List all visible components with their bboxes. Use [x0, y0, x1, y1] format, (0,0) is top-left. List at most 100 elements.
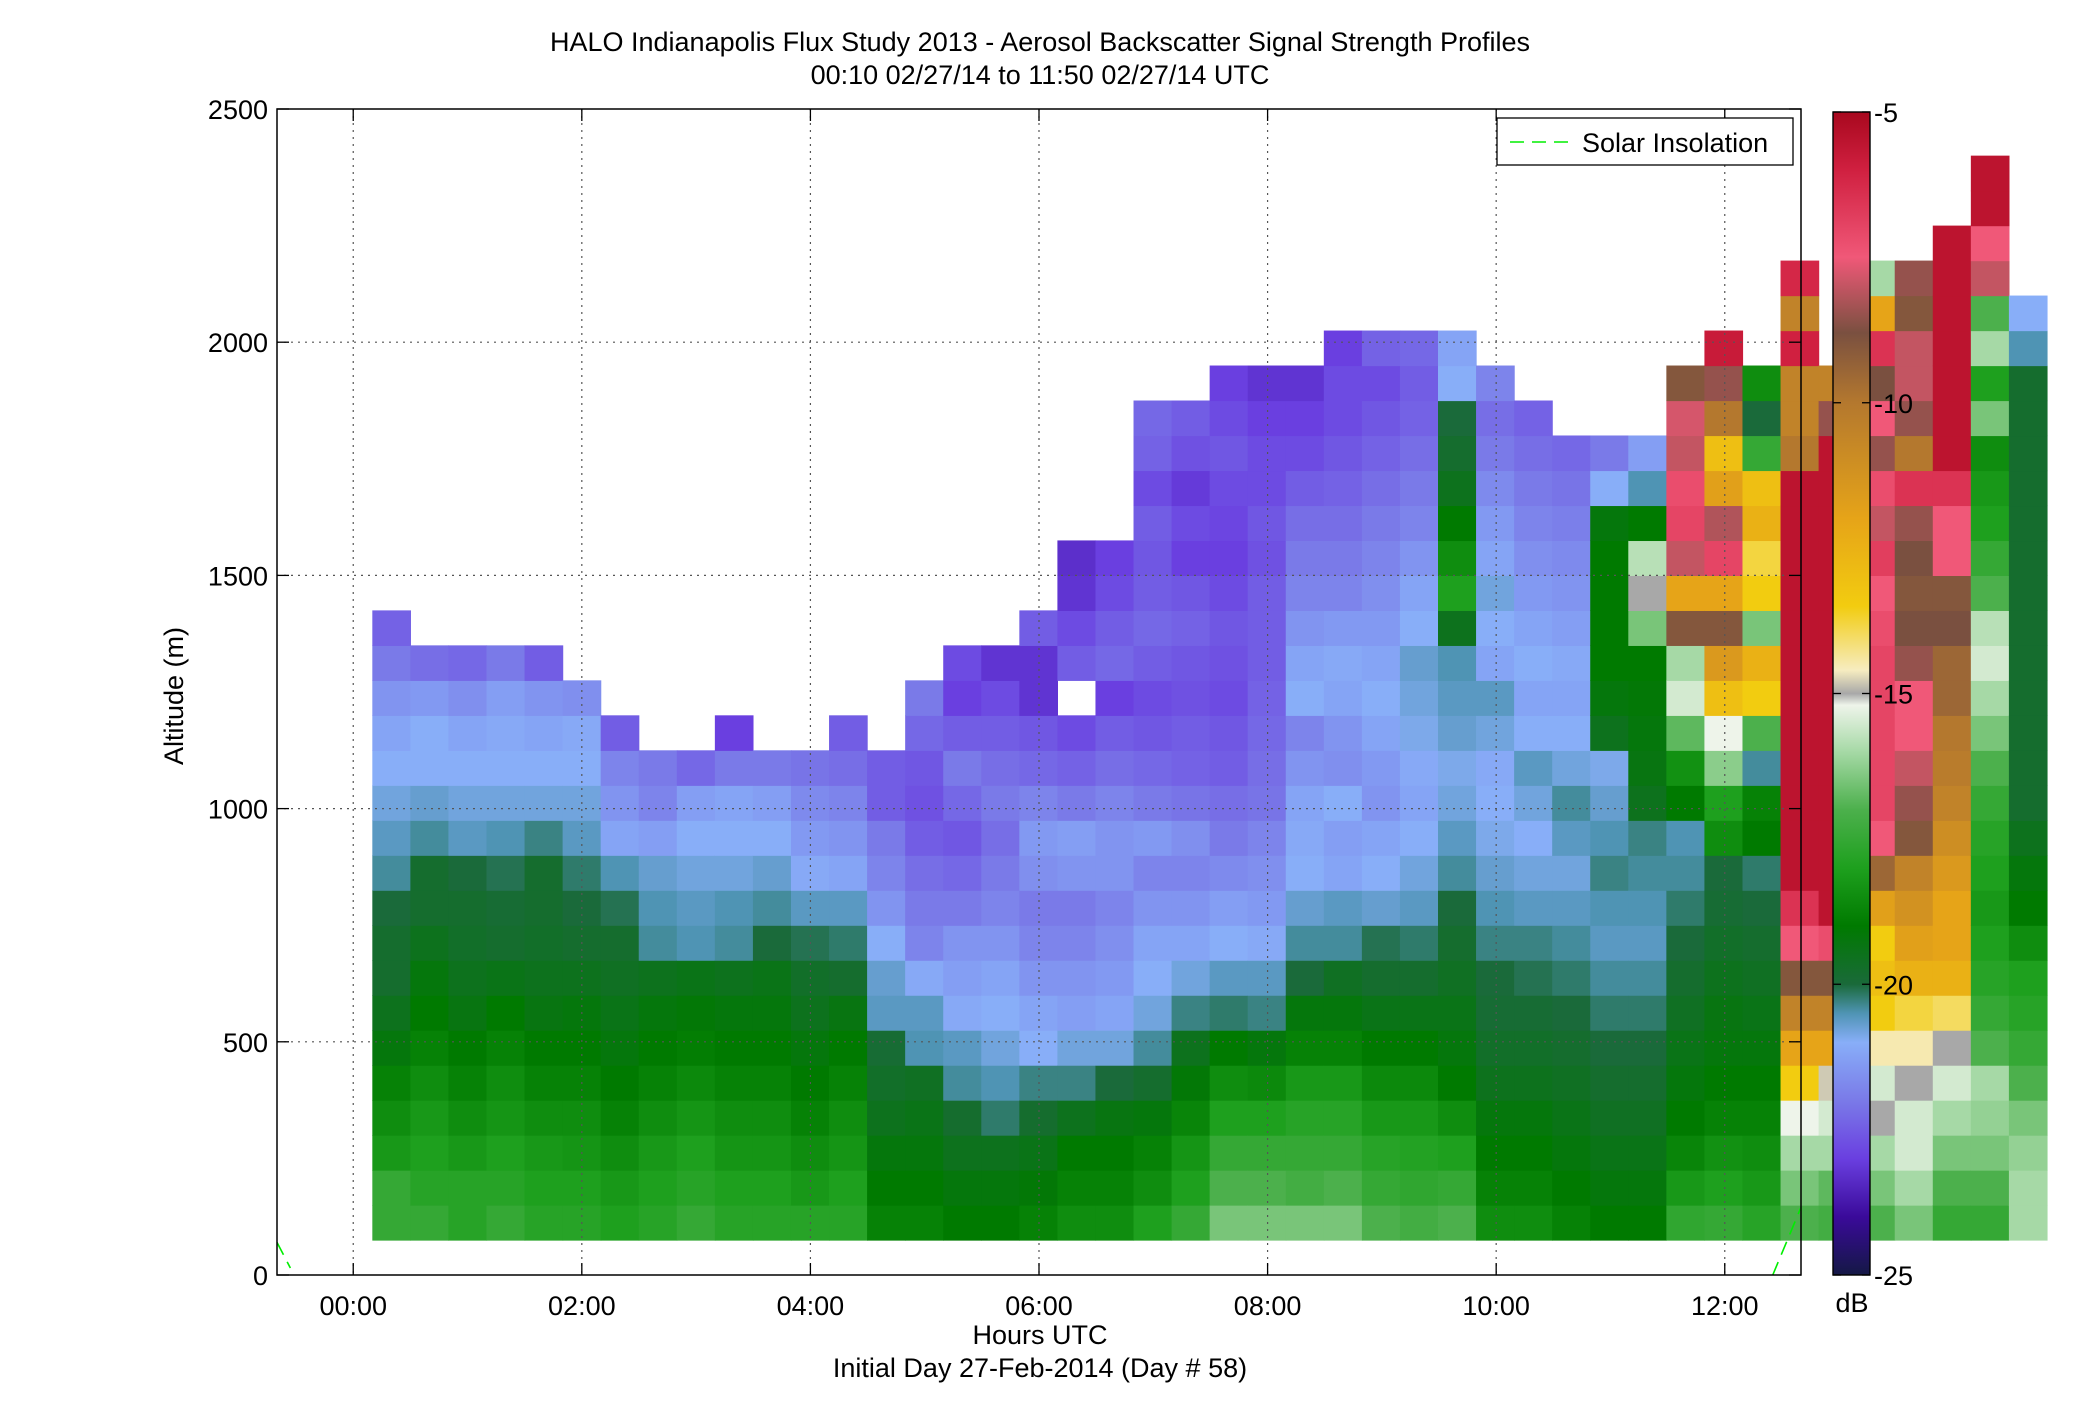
- legend-label-solar-insolation: Solar Insolation: [1582, 128, 1768, 158]
- heatmap-cell: [867, 1135, 906, 1171]
- heatmap-cell: [1932, 1030, 1972, 1066]
- heatmap-cell: [1628, 750, 1667, 786]
- heatmap-cell: [1704, 575, 1744, 611]
- heatmap-cell: [1970, 680, 2010, 716]
- heatmap-cell: [1399, 680, 1439, 716]
- heatmap-cell: [1742, 470, 1782, 507]
- heatmap-cell: [600, 750, 640, 786]
- heatmap-cell: [1704, 400, 1744, 437]
- heatmap-cell: [1323, 330, 1363, 367]
- heatmap-cell: [1742, 925, 1782, 961]
- heatmap-cell: [905, 925, 944, 961]
- heatmap-cell: [1514, 435, 1553, 472]
- heatmap-cell: [1399, 890, 1439, 926]
- heatmap-cell: [372, 995, 411, 1031]
- heatmap-cell: [1476, 1100, 1515, 1136]
- heatmap-cell: [1628, 995, 1667, 1031]
- heatmap-cell: [1552, 435, 1591, 472]
- heatmap-cell: [1171, 750, 1211, 786]
- heatmap-cell: [1476, 995, 1515, 1031]
- y-tick-label: 2500: [208, 95, 268, 125]
- solar-insolation-lines: [276, 1207, 1802, 1276]
- heatmap-cell: [1932, 505, 1972, 542]
- heatmap-cell: [1399, 995, 1439, 1031]
- heatmap-cell: [1209, 435, 1249, 472]
- heatmap-cell: [752, 785, 792, 821]
- heatmap-cell: [1399, 540, 1439, 576]
- x-tick-label: 02:00: [548, 1291, 616, 1321]
- heatmap-cell: [676, 1065, 716, 1101]
- heatmap-cell: [486, 855, 526, 891]
- heatmap-cell: [1133, 1100, 1173, 1136]
- heatmap-cell: [1361, 1170, 1401, 1206]
- heatmap-cell: [714, 855, 754, 891]
- heatmap-cell: [1095, 1100, 1135, 1136]
- heatmap-cell: [1894, 400, 1934, 437]
- heatmap-cell: [600, 715, 640, 751]
- colorbar-label: dB: [1835, 1288, 1868, 1318]
- heatmap-cell: [1514, 400, 1553, 437]
- heatmap-cell: [714, 1100, 754, 1136]
- heatmap-cell: [1133, 435, 1173, 472]
- heatmap-cell: [1628, 470, 1667, 507]
- colorbar-tick-label: -25: [1874, 1261, 1913, 1291]
- heatmap-cell: [867, 820, 906, 856]
- heatmap-cell: [867, 1170, 906, 1206]
- heatmap-cell: [1932, 680, 1972, 716]
- heatmap-cell: [905, 1205, 944, 1241]
- heatmap-cell: [1133, 925, 1173, 961]
- heatmap-cell: [638, 1135, 678, 1171]
- heatmap-cell: [2008, 1170, 2048, 1206]
- heatmap-cell: [1209, 575, 1249, 611]
- heatmap-cell: [1628, 1205, 1667, 1241]
- heatmap-cell: [1476, 400, 1515, 437]
- heatmap-cell: [1323, 610, 1363, 646]
- heatmap-cell: [448, 715, 488, 751]
- heatmap-cell: [1057, 820, 1097, 856]
- heatmap-cell: [372, 680, 411, 716]
- heatmap-cell: [1361, 715, 1401, 751]
- heatmap-cell: [1361, 1135, 1401, 1171]
- colorbar-tick-label: -5: [1874, 98, 1898, 128]
- heatmap-cell: [1057, 890, 1097, 926]
- heatmap-cell: [1666, 1135, 1706, 1171]
- heatmap-cell: [1590, 1135, 1629, 1171]
- heatmap-cell: [1742, 1205, 1782, 1241]
- heatmap-cell: [1704, 540, 1744, 576]
- heatmap-cell: [1438, 715, 1477, 751]
- heatmap-cell: [1742, 820, 1782, 856]
- heatmap-cell: [905, 1135, 944, 1171]
- heatmap-cell: [1285, 575, 1325, 611]
- heatmap-cell: [1438, 820, 1477, 856]
- heatmap-cell: [1894, 435, 1934, 472]
- heatmap-cell: [1932, 750, 1972, 786]
- heatmap-cell: [1133, 960, 1173, 996]
- heatmap-cell: [1552, 1100, 1591, 1136]
- heatmap-cell: [524, 715, 564, 751]
- heatmap-cell: [943, 1170, 982, 1206]
- x-tick-label: 06:00: [1005, 1291, 1073, 1321]
- heatmap-cell: [1666, 715, 1706, 751]
- heatmap-cell: [1742, 995, 1782, 1031]
- colorbar-tick-label: -20: [1874, 970, 1913, 1000]
- heatmap-cell: [1552, 575, 1591, 611]
- heatmap-cell: [1894, 470, 1934, 507]
- heatmap-cell: [524, 960, 564, 996]
- heatmap-cell: [905, 890, 944, 926]
- heatmap-cell: [1057, 855, 1097, 891]
- heatmap-cell: [1399, 330, 1439, 367]
- heatmap-cell: [1209, 715, 1249, 751]
- heatmap-cell: [2008, 1135, 2048, 1171]
- heatmap-cell: [524, 680, 564, 716]
- x-axis-sublabel: Initial Day 27-Feb-2014 (Day # 58): [833, 1353, 1247, 1383]
- heatmap-cell: [2008, 925, 2048, 961]
- heatmap-cell: [1780, 1170, 1820, 1206]
- heatmap-cell: [1399, 645, 1439, 681]
- heatmap-cell: [2008, 575, 2048, 611]
- heatmap-cell: [1932, 1205, 1972, 1241]
- heatmap-cell: [1628, 715, 1667, 751]
- heatmap-cell: [1932, 470, 1972, 507]
- y-tick-label: 500: [223, 1028, 268, 1058]
- heatmap-cell: [676, 855, 716, 891]
- heatmap-cell: [1590, 1065, 1629, 1101]
